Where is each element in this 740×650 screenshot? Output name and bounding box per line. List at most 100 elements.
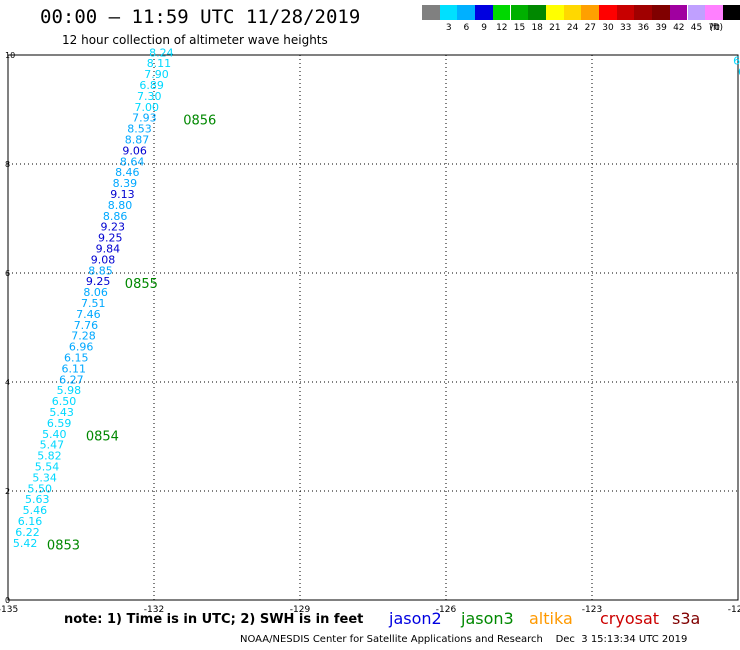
- x-tick-label: -126: [436, 605, 457, 615]
- scale-swatch: [722, 5, 740, 20]
- scale-label: 30: [602, 23, 614, 33]
- y-tick-label: 8: [5, 160, 10, 169]
- scale-swatch: [669, 5, 688, 20]
- scale-swatch: [687, 5, 706, 20]
- wave-height-point: 8.80: [108, 199, 132, 212]
- y-tick-label: 6: [5, 269, 10, 278]
- wave-height-point: 6.89: [139, 79, 164, 92]
- wave-height-point: 6.76: [733, 54, 740, 67]
- page-title: 00:00 – 11:59 UTC 11/28/2019: [40, 6, 361, 28]
- wave-height-point: 8.64: [120, 155, 145, 168]
- wave-height-point: 6.50: [52, 395, 77, 408]
- scale-label: 21: [549, 23, 561, 33]
- x-tick-label: -123: [582, 605, 602, 615]
- scale-swatch: [475, 5, 493, 20]
- wave-height-point: 6.59: [47, 417, 72, 430]
- wave-height-point: 7.90: [144, 68, 169, 81]
- wave-height-point: 6.11: [62, 362, 87, 375]
- scale-swatch: [439, 5, 458, 20]
- scale-unit: (ft): [709, 23, 723, 33]
- scale-swatch: [563, 5, 582, 20]
- wave-height-point: 9.06: [122, 144, 147, 157]
- wave-height-point: 6.22: [15, 526, 40, 539]
- wave-height-point: 9.25: [98, 232, 123, 245]
- page-subtitle: 12 hour collection of altimeter wave hei…: [62, 33, 328, 47]
- wave-height-point: 8.24: [149, 46, 174, 59]
- wave-height-point: 9.23: [100, 221, 125, 234]
- scale-label: 45: [690, 23, 703, 33]
- scale-label: 39: [655, 23, 667, 33]
- plot-frame: [7, 54, 739, 601]
- wave-height-point: 9.13: [110, 188, 135, 201]
- track-time-label: 0855: [125, 277, 158, 292]
- scale-swatch: [599, 5, 617, 20]
- wave-height-point: 7.28: [71, 330, 96, 343]
- legend-jason3: jason3: [461, 609, 514, 628]
- units-note: note: 1) Time is in UTC; 2) SWH is in fe…: [64, 612, 364, 627]
- wave-height-point: 6.27: [59, 373, 84, 386]
- y-tick-label: 10: [5, 51, 15, 60]
- scale-swatch: [581, 5, 599, 20]
- wave-height-point: 8.11: [147, 57, 172, 70]
- scale-label: 3: [445, 23, 452, 33]
- scale-swatch: [510, 5, 529, 20]
- wave-height-point: 6.5: [738, 65, 740, 78]
- scale-swatch: [634, 5, 653, 20]
- scale-label: 70: [708, 23, 720, 33]
- scale-label: 15: [513, 23, 526, 33]
- wave-height-point: 7.76: [74, 319, 99, 332]
- wave-height-point: 6.16: [18, 515, 43, 528]
- x-tick-label: -132: [144, 605, 164, 615]
- wave-height-point: 5.34: [32, 471, 57, 484]
- y-tick-label: 2: [5, 487, 10, 496]
- wave-height-point: 9.08: [91, 253, 116, 266]
- wave-height-point: 7.51: [81, 297, 106, 310]
- scale-swatch: [457, 5, 476, 20]
- wave-height-point: 9.84: [96, 242, 121, 255]
- scale-label: 6: [463, 23, 470, 33]
- wave-height-point: 8.46: [115, 166, 140, 179]
- wave-height-point: 6.96: [69, 341, 94, 354]
- wave-height-point: 5.50: [27, 482, 52, 495]
- scale-swatch: [545, 5, 564, 20]
- track-time-label: 0854: [86, 430, 119, 445]
- wave-height-point: 8.87: [125, 133, 150, 146]
- wave-height-point: 5.63: [25, 493, 50, 506]
- legend-s3a: s3a: [672, 609, 701, 628]
- scale-swatch: [652, 5, 670, 20]
- wave-height-point: 7.30: [137, 90, 162, 103]
- y-tick-label: 4: [5, 378, 10, 387]
- scale-label: 18: [531, 23, 543, 33]
- wave-height-point: 5.82: [37, 450, 62, 463]
- wave-height-point: 7.46: [76, 308, 101, 321]
- wave-height-point: 7.93: [132, 112, 157, 125]
- wave-height-point: 8.86: [103, 210, 128, 223]
- legend-altika: altika: [529, 609, 573, 628]
- scale-label: 42: [673, 23, 685, 33]
- credit-line: NOAA/NESDIS Center for Satellite Applica…: [240, 634, 688, 645]
- x-tick-label: -129: [290, 605, 311, 615]
- scale-swatch: [492, 5, 511, 20]
- track-time-label: 0853: [47, 539, 80, 554]
- scale-label: 33: [619, 23, 632, 33]
- wave-height-point: 5.40: [42, 428, 67, 441]
- scale-label: 12: [496, 23, 508, 33]
- wave-height-point: 7.00: [135, 101, 160, 114]
- wave-height-point: 5.98: [57, 384, 82, 397]
- wave-height-point: 9.25: [86, 275, 111, 288]
- track-time-label: 0856: [183, 113, 216, 128]
- wave-height-point: 5.46: [23, 504, 47, 517]
- scale-label: 24: [566, 23, 579, 33]
- wave-height-point: 5.47: [40, 439, 64, 452]
- wave-height-point: 5.42: [13, 537, 38, 550]
- scale-label: 36: [637, 23, 650, 33]
- scale-swatch: [422, 5, 440, 20]
- wave-height-point: 5.43: [49, 406, 74, 419]
- wave-height-point: 8.39: [113, 177, 138, 190]
- wave-height-point: 5.54: [35, 460, 60, 473]
- wave-height-point: 8.85: [88, 264, 113, 277]
- scale-label: 27: [584, 23, 597, 33]
- legend-jason2: jason2: [389, 609, 442, 628]
